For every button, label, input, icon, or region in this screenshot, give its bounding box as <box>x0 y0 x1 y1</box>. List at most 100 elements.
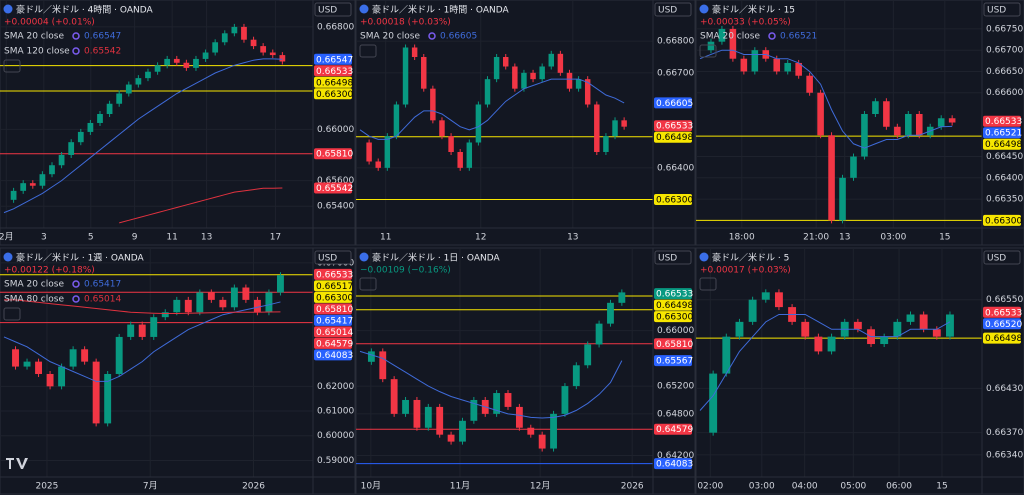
price-badge <box>654 458 692 470</box>
collapse-button[interactable] <box>3 59 21 73</box>
x-tick-label: 2026 <box>621 482 644 492</box>
currency-button[interactable] <box>314 2 352 17</box>
price-badge <box>314 326 352 338</box>
sma-line <box>699 49 953 149</box>
currency-label: USD <box>658 6 677 16</box>
candle <box>784 62 791 72</box>
candle <box>718 28 726 42</box>
indicator-name: SMA 20 close <box>4 280 64 290</box>
collapse-button[interactable] <box>359 44 377 58</box>
indicator-value: 0.66521 <box>780 32 817 42</box>
candle <box>135 78 142 85</box>
candle <box>77 131 84 143</box>
price-badge-label: 0.66533 <box>656 290 693 300</box>
candle <box>880 336 889 345</box>
candle <box>58 366 66 387</box>
price-badge-label: 0.66533 <box>316 67 353 77</box>
currency-button[interactable] <box>983 2 1021 17</box>
candle <box>265 292 273 313</box>
candle <box>557 53 564 73</box>
candle <box>595 323 603 345</box>
candle <box>367 351 375 362</box>
price-badge-label: 0.66300 <box>316 293 353 303</box>
candle <box>81 349 89 362</box>
collapse-button[interactable] <box>699 44 717 58</box>
indicator-icon <box>72 47 80 55</box>
symbol-icon <box>3 4 13 14</box>
x-tick-label: 11 <box>380 233 391 243</box>
y-tick-label: 0.65400 <box>317 202 354 212</box>
price-change: −0.00109 (−0.16%) <box>360 266 451 276</box>
candle <box>919 314 928 330</box>
indicator-icon <box>768 32 776 40</box>
candle <box>948 118 956 123</box>
price-badge-label: 0.66605 <box>656 99 693 109</box>
candle <box>466 142 473 168</box>
candle <box>447 434 455 442</box>
chart-panel: 0.66550 0.66430 0.66370 0.66340 0.66533 0.665… <box>695 247 1024 495</box>
y-tick-label: 0.66350 <box>986 195 1023 205</box>
sma-line <box>359 78 625 140</box>
indicator-name: SMA 20 close <box>700 32 760 42</box>
candle <box>457 152 463 168</box>
currency-button[interactable] <box>654 250 692 265</box>
candle <box>127 324 135 337</box>
x-tick-label: 03:00 <box>880 233 906 243</box>
y-tick-label: 0.66430 <box>986 384 1023 394</box>
price-badge-label: 0.64579 <box>316 339 353 349</box>
price-badge-label: 0.66300 <box>656 313 693 323</box>
y-tick-label: 0.66550 <box>986 295 1023 305</box>
y-tick-label: 0.65600 <box>317 176 354 186</box>
price-badge-label: 0.66533 <box>656 122 693 132</box>
candle <box>827 336 836 352</box>
candle <box>530 72 536 80</box>
candle <box>145 71 151 79</box>
price-badge <box>654 120 692 132</box>
candle <box>150 317 158 337</box>
candle <box>436 406 444 435</box>
candle <box>470 399 478 421</box>
y-tick-label: 0.66750 <box>986 24 1023 34</box>
y-tick-label: 0.62000 <box>317 382 354 392</box>
panel-bg <box>695 247 1024 495</box>
collapse-button[interactable] <box>699 277 717 291</box>
x-tick-label: 06:00 <box>886 482 912 492</box>
currency-button[interactable] <box>983 250 1021 265</box>
indicator-name: SMA 120 close <box>4 47 70 57</box>
currency-label: USD <box>658 254 677 264</box>
candle <box>250 39 257 47</box>
x-tick-label: 9 <box>132 233 138 243</box>
currency-button[interactable] <box>314 250 352 265</box>
candle <box>475 104 482 143</box>
candle <box>612 120 618 137</box>
x-tick-label: 2月 <box>0 232 14 243</box>
price-badge <box>314 88 352 100</box>
candle <box>366 142 372 162</box>
price-badge <box>654 355 692 367</box>
indicator-name: SMA 80 close <box>4 295 64 305</box>
candle <box>196 292 204 313</box>
candle <box>504 393 512 407</box>
x-tick-label: 2025 <box>35 482 58 492</box>
x-tick-label: 18:00 <box>729 233 755 243</box>
price-badge-label: 0.66498 <box>985 140 1022 150</box>
candle <box>384 136 391 168</box>
candle <box>242 287 250 300</box>
candle <box>883 101 890 127</box>
candle <box>207 292 215 300</box>
candle <box>68 142 75 155</box>
x-tick-label: 12月 <box>530 481 550 492</box>
candle <box>279 55 286 62</box>
y-tick-label: 0.66650 <box>986 67 1023 77</box>
price-badge-label: 0.66498 <box>985 334 1022 344</box>
collapse-button[interactable] <box>3 307 21 321</box>
chart-panel: 0.66000 0.65200 0.64800 0.64200 0.665330.664… <box>355 247 696 495</box>
candle <box>493 57 500 80</box>
price-badge-label: 0.65810 <box>316 150 353 160</box>
candle <box>618 292 626 303</box>
tv-logo-mark <box>6 458 28 469</box>
candle <box>269 52 276 56</box>
candle <box>97 114 103 123</box>
currency-button[interactable] <box>654 2 692 17</box>
collapse-button[interactable] <box>359 277 377 291</box>
